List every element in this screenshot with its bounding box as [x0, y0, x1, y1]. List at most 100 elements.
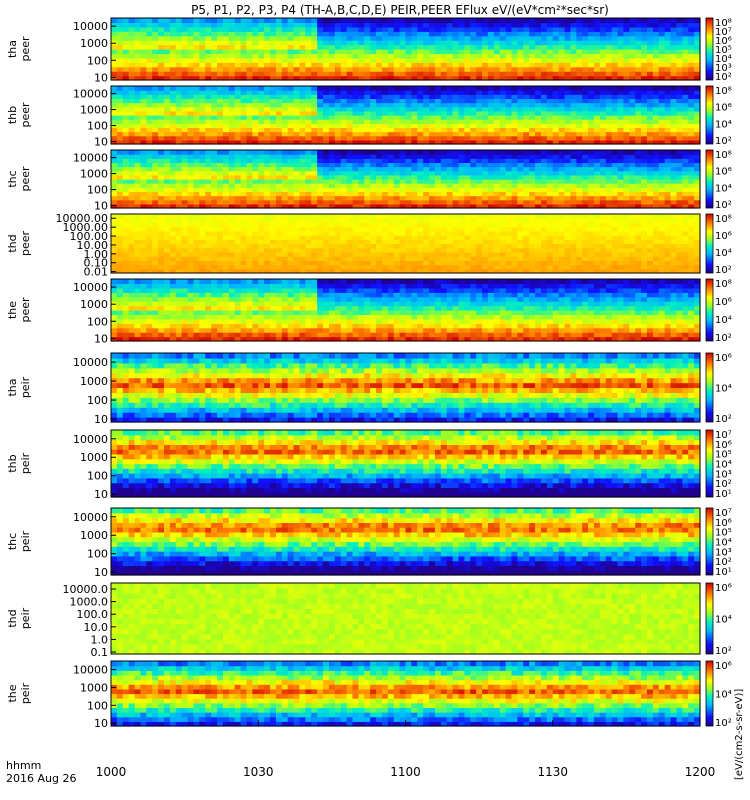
heat-cell — [346, 49, 354, 55]
colorbar-tick-label: 10⁶ — [715, 36, 732, 47]
heat-cell — [458, 123, 465, 129]
heat-cell — [664, 191, 672, 197]
heat-cell — [529, 66, 536, 72]
heat-cell — [417, 98, 424, 104]
heat-cell — [346, 150, 354, 155]
heat-cell — [222, 57, 230, 63]
heat-cell — [546, 49, 554, 55]
heat-cell — [411, 268, 418, 274]
heat-cell — [576, 179, 583, 184]
heat-cell — [158, 235, 165, 240]
heat-cell — [140, 214, 147, 219]
heat-cell — [211, 139, 218, 145]
heat-cell — [287, 195, 295, 201]
heat-cell — [193, 150, 200, 155]
heat-cell — [546, 154, 554, 159]
heat-cell — [411, 150, 418, 155]
heat-cell — [617, 150, 625, 155]
heat-cell — [305, 195, 312, 201]
heat-cell — [252, 44, 259, 50]
heat-cell — [676, 131, 683, 137]
heat-cell — [405, 44, 412, 50]
heat-cell — [317, 150, 324, 155]
heat-cell — [476, 40, 483, 46]
heat-cell — [564, 35, 572, 41]
heat-cell — [346, 18, 354, 24]
heat-cell — [499, 154, 507, 159]
heat-cell — [417, 235, 424, 240]
heat-cell — [317, 115, 324, 120]
heat-cell — [482, 150, 489, 155]
heat-cell — [287, 49, 295, 55]
heat-cell — [641, 162, 648, 168]
heat-cell — [423, 191, 430, 197]
heat-cell — [152, 35, 159, 41]
panel-frame — [110, 17, 701, 81]
heat-cell — [275, 166, 283, 172]
heat-cell — [346, 264, 354, 270]
heat-cell — [417, 247, 424, 253]
heat-cell — [264, 243, 271, 249]
heat-cell — [517, 154, 524, 159]
heat-cell — [694, 187, 701, 193]
heat-cell — [370, 174, 377, 180]
heat-cell — [405, 90, 412, 95]
heat-cell — [493, 22, 501, 28]
heat-cell — [417, 90, 424, 95]
heat-cell — [140, 218, 147, 224]
heat-cell — [317, 106, 324, 112]
heat-cell — [252, 106, 259, 112]
heat-cell — [240, 49, 248, 55]
heat-cell — [252, 218, 259, 224]
heat-cell — [275, 127, 283, 133]
heat-cell — [470, 119, 477, 124]
heat-cell — [175, 154, 183, 159]
heat-cell — [334, 106, 342, 112]
heat-cell — [599, 127, 607, 133]
heat-cell — [487, 102, 495, 108]
heat-cell — [376, 135, 383, 141]
heat-cell — [393, 18, 401, 24]
heat-cell — [381, 86, 389, 91]
heat-cell — [317, 44, 324, 50]
heat-cell — [376, 119, 383, 124]
heat-cell — [523, 119, 530, 124]
heat-cell — [387, 66, 395, 72]
heat-cell — [511, 102, 519, 108]
heat-cell — [340, 131, 348, 137]
heat-cell — [311, 260, 318, 266]
heat-cell — [535, 203, 542, 209]
heat-cell — [199, 90, 206, 95]
heat-cell — [564, 106, 572, 112]
heat-cell — [323, 251, 330, 257]
heat-cell — [540, 131, 548, 137]
heat-cell — [264, 90, 271, 95]
heat-cell — [599, 98, 607, 104]
heat-cell — [181, 247, 189, 253]
heat-cell — [293, 75, 301, 81]
heat-cell — [499, 191, 507, 197]
heat-cell — [487, 26, 495, 32]
colorbar-tick-label: 10⁴ — [715, 183, 732, 194]
heat-cell — [346, 71, 354, 77]
heat-cell — [499, 49, 507, 55]
heat-cell — [128, 86, 136, 91]
heat-cell — [152, 166, 159, 172]
heat-cell — [252, 53, 259, 59]
heat-cell — [158, 115, 165, 120]
heat-cell — [405, 214, 412, 219]
heat-cell — [511, 158, 519, 164]
heat-cell — [434, 162, 442, 168]
heat-cell — [576, 57, 583, 63]
heat-cell — [393, 199, 401, 205]
heat-cell — [364, 170, 371, 176]
heat-cell — [588, 195, 595, 201]
heat-cell — [535, 106, 542, 112]
heat-cell — [652, 174, 660, 180]
heat-cell — [164, 162, 171, 168]
heat-cell — [228, 75, 236, 81]
heat-cell — [411, 243, 418, 249]
heat-cell — [523, 35, 530, 41]
heat-cell — [258, 26, 265, 32]
heat-cell — [222, 102, 230, 108]
